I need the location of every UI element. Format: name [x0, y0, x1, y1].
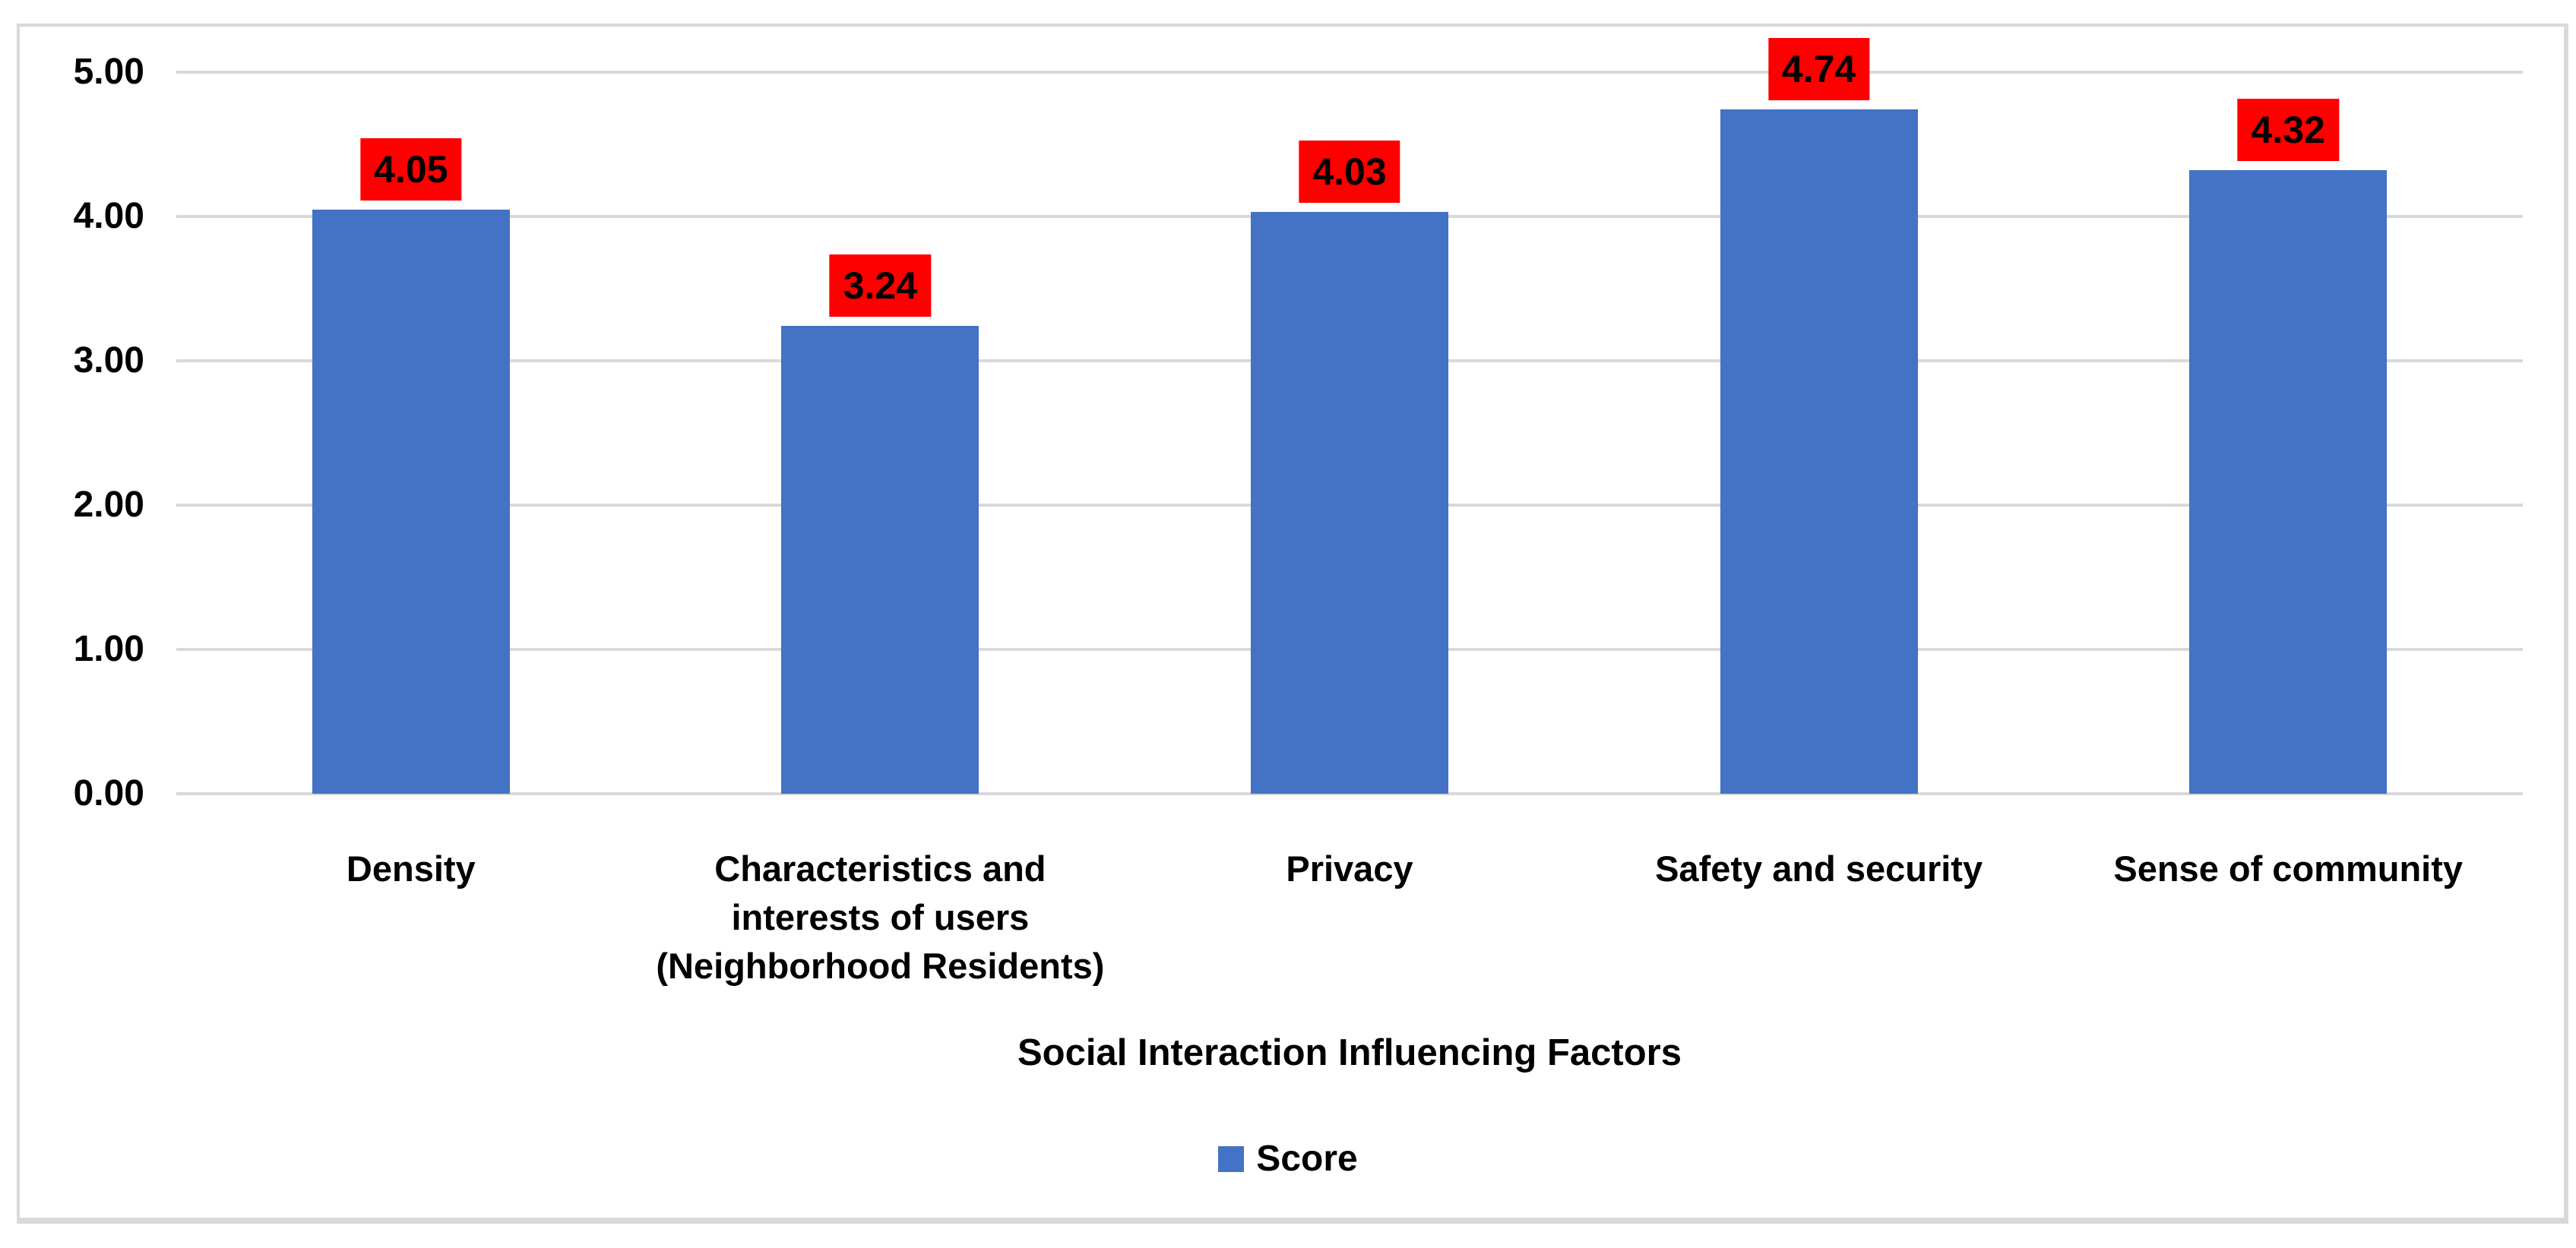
x-category-label-line: (Neighborhood Residents): [656, 946, 1105, 986]
legend-label-score: Score: [1256, 1139, 1358, 1179]
x-category-label-line: Sense of community: [2113, 848, 2464, 889]
data-label-density: 4.05: [360, 137, 462, 201]
x-category-label-characteristics-and-interests-of-users-neighborhood-residents: Characteristics and interests of users (Ne…: [646, 845, 1116, 991]
y-tick-label-3.00: 3.00: [73, 340, 144, 381]
gridline-5: [176, 71, 2523, 74]
x-category-label-line: Characteristics and: [714, 848, 1046, 889]
y-tick-label-0.00: 0.00: [73, 773, 144, 814]
legend-swatch-score-icon: [1218, 1145, 1245, 1172]
x-category-label-line: Safety and security: [1655, 848, 1983, 889]
x-axis-title: Social Interaction Influencing Factors: [1017, 1032, 1682, 1073]
data-label-characteristics-and-interests-of-users-neighborhood-residents: 3.24: [829, 254, 932, 318]
y-tick-label-1.00: 1.00: [73, 629, 144, 669]
bar-characteristics-and-interests-of-users-neighborhood-residents: [781, 326, 979, 794]
y-tick-label-4.00: 4.00: [73, 196, 144, 236]
bar-privacy: [1251, 212, 1448, 794]
data-label-privacy: 4.03: [1299, 141, 1400, 204]
x-category-label-density: Density: [176, 845, 646, 893]
x-category-label-safety-and-security: Safety and security: [1584, 845, 2054, 893]
y-tick-label-5.00: 5.00: [73, 52, 144, 92]
bar-density: [312, 209, 510, 794]
x-category-label-line: Density: [346, 848, 476, 889]
bar-safety-and-security: [1720, 109, 1918, 794]
gridline-0: [176, 792, 2523, 795]
x-category-label-line: Privacy: [1286, 848, 1413, 889]
data-label-safety-and-security: 4.74: [1767, 38, 1870, 101]
plot-area: 4.05 3.24 4.03 4.74 4.32: [176, 38, 2523, 795]
y-tick-label-2.00: 2.00: [73, 485, 144, 525]
x-category-label-sense-of-community: Sense of community: [2053, 845, 2523, 893]
legend: Score: [0, 1138, 2576, 1180]
data-label-sense-of-community: 4.32: [2237, 99, 2339, 162]
x-category-label-privacy: Privacy: [1115, 845, 1584, 893]
x-category-label-line: interests of users: [731, 897, 1030, 937]
bar-sense-of-community: [2189, 170, 2388, 794]
